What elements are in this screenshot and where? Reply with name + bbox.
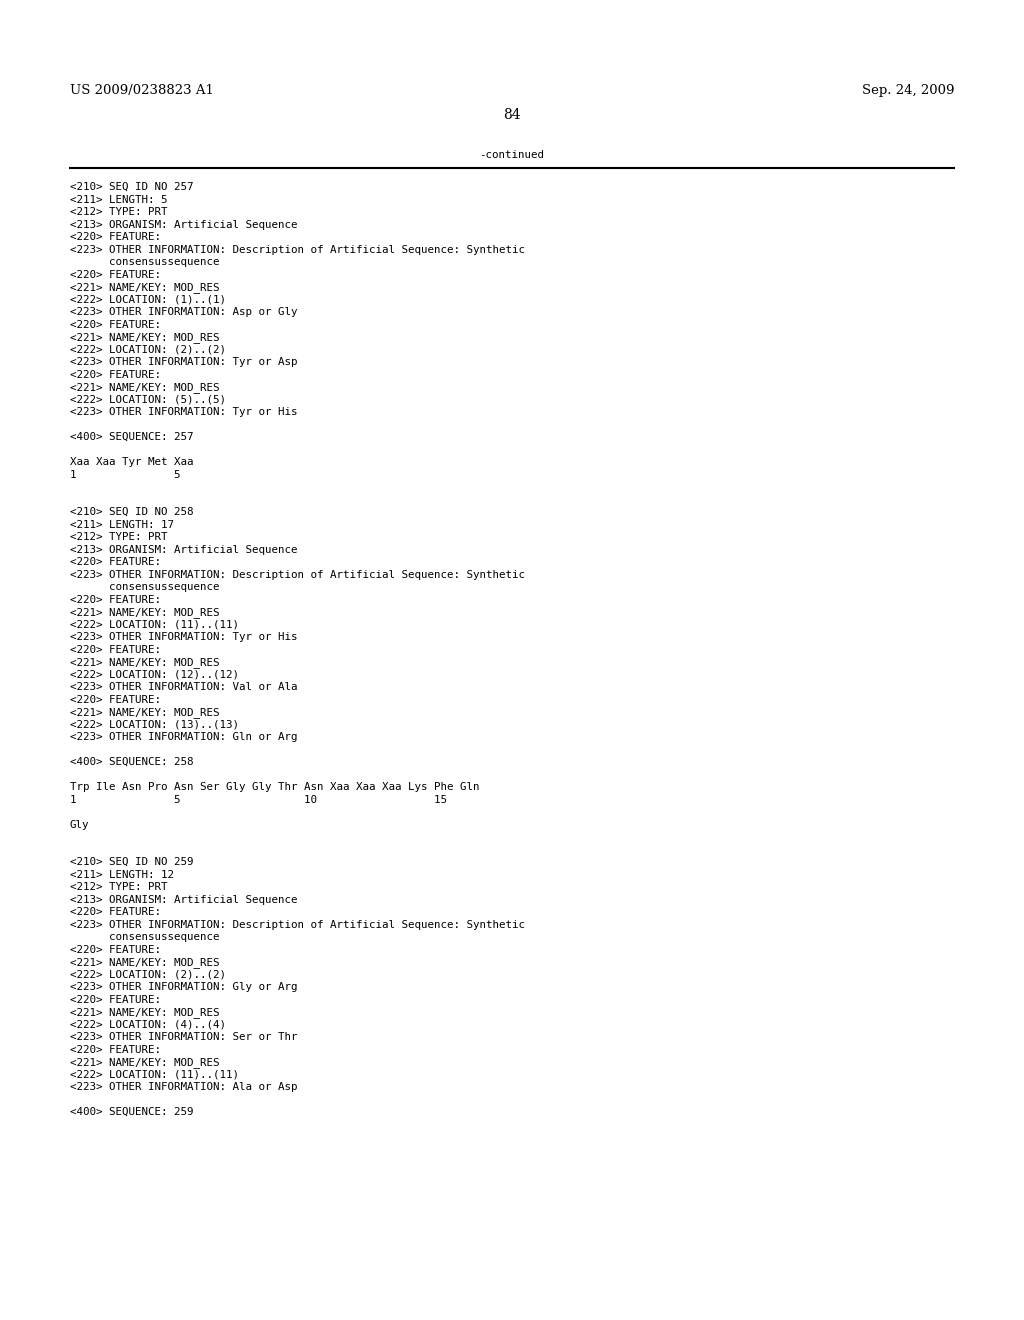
- Text: <220> FEATURE:: <220> FEATURE:: [70, 1044, 161, 1055]
- Text: <220> FEATURE:: <220> FEATURE:: [70, 945, 161, 954]
- Text: -continued: -continued: [479, 150, 545, 161]
- Text: consensussequence: consensussequence: [70, 582, 219, 593]
- Text: Sep. 24, 2009: Sep. 24, 2009: [862, 84, 954, 98]
- Text: <223> OTHER INFORMATION: Gly or Arg: <223> OTHER INFORMATION: Gly or Arg: [70, 982, 297, 993]
- Text: <220> FEATURE:: <220> FEATURE:: [70, 269, 161, 280]
- Text: <220> FEATURE:: <220> FEATURE:: [70, 370, 161, 380]
- Text: <222> LOCATION: (5)..(5): <222> LOCATION: (5)..(5): [70, 395, 225, 405]
- Text: <223> OTHER INFORMATION: Gln or Arg: <223> OTHER INFORMATION: Gln or Arg: [70, 733, 297, 742]
- Text: <213> ORGANISM: Artificial Sequence: <213> ORGANISM: Artificial Sequence: [70, 219, 297, 230]
- Text: <223> OTHER INFORMATION: Description of Artificial Sequence: Synthetic: <223> OTHER INFORMATION: Description of …: [70, 570, 524, 579]
- Text: <223> OTHER INFORMATION: Description of Artificial Sequence: Synthetic: <223> OTHER INFORMATION: Description of …: [70, 244, 524, 255]
- Text: <223> OTHER INFORMATION: Description of Artificial Sequence: Synthetic: <223> OTHER INFORMATION: Description of …: [70, 920, 524, 929]
- Text: <221> NAME/KEY: MOD_RES: <221> NAME/KEY: MOD_RES: [70, 708, 219, 718]
- Text: <400> SEQUENCE: 258: <400> SEQUENCE: 258: [70, 758, 194, 767]
- Text: <223> OTHER INFORMATION: Tyr or His: <223> OTHER INFORMATION: Tyr or His: [70, 407, 297, 417]
- Text: <220> FEATURE:: <220> FEATURE:: [70, 319, 161, 330]
- Text: <222> LOCATION: (2)..(2): <222> LOCATION: (2)..(2): [70, 970, 225, 979]
- Text: <223> OTHER INFORMATION: Tyr or His: <223> OTHER INFORMATION: Tyr or His: [70, 632, 297, 642]
- Text: <212> TYPE: PRT: <212> TYPE: PRT: [70, 532, 167, 543]
- Text: <220> FEATURE:: <220> FEATURE:: [70, 907, 161, 917]
- Text: <211> LENGTH: 5: <211> LENGTH: 5: [70, 194, 167, 205]
- Text: consensussequence: consensussequence: [70, 932, 219, 942]
- Text: Trp Ile Asn Pro Asn Ser Gly Gly Thr Asn Xaa Xaa Xaa Lys Phe Gln: Trp Ile Asn Pro Asn Ser Gly Gly Thr Asn …: [70, 783, 479, 792]
- Text: <220> FEATURE:: <220> FEATURE:: [70, 594, 161, 605]
- Text: <212> TYPE: PRT: <212> TYPE: PRT: [70, 207, 167, 218]
- Text: <221> NAME/KEY: MOD_RES: <221> NAME/KEY: MOD_RES: [70, 1007, 219, 1018]
- Text: <220> FEATURE:: <220> FEATURE:: [70, 644, 161, 655]
- Text: 1               5                   10                  15: 1 5 10 15: [70, 795, 446, 805]
- Text: US 2009/0238823 A1: US 2009/0238823 A1: [70, 84, 214, 98]
- Text: <222> LOCATION: (13)..(13): <222> LOCATION: (13)..(13): [70, 719, 239, 730]
- Text: <222> LOCATION: (2)..(2): <222> LOCATION: (2)..(2): [70, 345, 225, 355]
- Text: <221> NAME/KEY: MOD_RES: <221> NAME/KEY: MOD_RES: [70, 383, 219, 393]
- Text: <400> SEQUENCE: 257: <400> SEQUENCE: 257: [70, 432, 194, 442]
- Text: <210> SEQ ID NO 259: <210> SEQ ID NO 259: [70, 857, 194, 867]
- Text: <221> NAME/KEY: MOD_RES: <221> NAME/KEY: MOD_RES: [70, 282, 219, 293]
- Text: <211> LENGTH: 17: <211> LENGTH: 17: [70, 520, 174, 529]
- Text: <223> OTHER INFORMATION: Ala or Asp: <223> OTHER INFORMATION: Ala or Asp: [70, 1082, 297, 1092]
- Text: <221> NAME/KEY: MOD_RES: <221> NAME/KEY: MOD_RES: [70, 957, 219, 968]
- Text: <222> LOCATION: (11)..(11): <222> LOCATION: (11)..(11): [70, 1069, 239, 1080]
- Text: 1               5: 1 5: [70, 470, 180, 479]
- Text: <220> FEATURE:: <220> FEATURE:: [70, 995, 161, 1005]
- Text: <223> OTHER INFORMATION: Ser or Thr: <223> OTHER INFORMATION: Ser or Thr: [70, 1032, 297, 1043]
- Text: <220> FEATURE:: <220> FEATURE:: [70, 232, 161, 242]
- Text: <221> NAME/KEY: MOD_RES: <221> NAME/KEY: MOD_RES: [70, 1057, 219, 1068]
- Text: <212> TYPE: PRT: <212> TYPE: PRT: [70, 882, 167, 892]
- Text: <210> SEQ ID NO 258: <210> SEQ ID NO 258: [70, 507, 194, 517]
- Text: <220> FEATURE:: <220> FEATURE:: [70, 557, 161, 568]
- Text: <213> ORGANISM: Artificial Sequence: <213> ORGANISM: Artificial Sequence: [70, 545, 297, 554]
- Text: Gly: Gly: [70, 820, 89, 830]
- Text: <221> NAME/KEY: MOD_RES: <221> NAME/KEY: MOD_RES: [70, 607, 219, 618]
- Text: <222> LOCATION: (4)..(4): <222> LOCATION: (4)..(4): [70, 1019, 225, 1030]
- Text: consensussequence: consensussequence: [70, 257, 219, 267]
- Text: <221> NAME/KEY: MOD_RES: <221> NAME/KEY: MOD_RES: [70, 333, 219, 343]
- Text: Xaa Xaa Tyr Met Xaa: Xaa Xaa Tyr Met Xaa: [70, 457, 194, 467]
- Text: <221> NAME/KEY: MOD_RES: <221> NAME/KEY: MOD_RES: [70, 657, 219, 668]
- Text: <211> LENGTH: 12: <211> LENGTH: 12: [70, 870, 174, 879]
- Text: <210> SEQ ID NO 257: <210> SEQ ID NO 257: [70, 182, 194, 193]
- Text: <213> ORGANISM: Artificial Sequence: <213> ORGANISM: Artificial Sequence: [70, 895, 297, 904]
- Text: <222> LOCATION: (11)..(11): <222> LOCATION: (11)..(11): [70, 619, 239, 630]
- Text: <222> LOCATION: (1)..(1): <222> LOCATION: (1)..(1): [70, 294, 225, 305]
- Text: <223> OTHER INFORMATION: Asp or Gly: <223> OTHER INFORMATION: Asp or Gly: [70, 308, 297, 317]
- Text: <220> FEATURE:: <220> FEATURE:: [70, 694, 161, 705]
- Text: <223> OTHER INFORMATION: Val or Ala: <223> OTHER INFORMATION: Val or Ala: [70, 682, 297, 692]
- Text: <223> OTHER INFORMATION: Tyr or Asp: <223> OTHER INFORMATION: Tyr or Asp: [70, 358, 297, 367]
- Text: <222> LOCATION: (12)..(12): <222> LOCATION: (12)..(12): [70, 669, 239, 680]
- Text: <400> SEQUENCE: 259: <400> SEQUENCE: 259: [70, 1107, 194, 1117]
- Text: 84: 84: [503, 108, 521, 123]
